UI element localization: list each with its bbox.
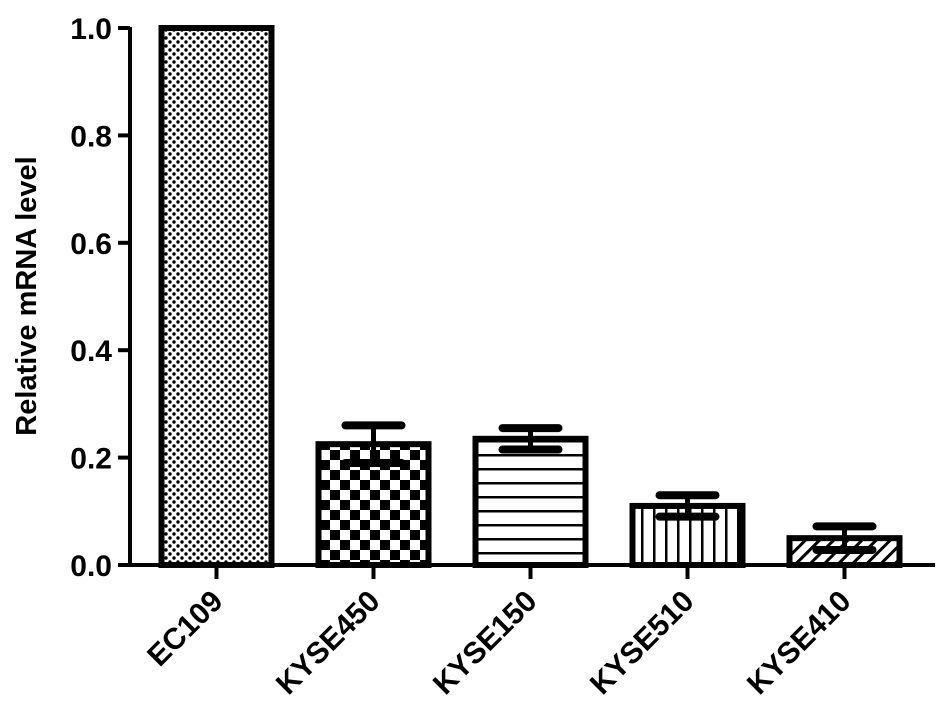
- y-tick-label: 0.4: [70, 335, 112, 368]
- y-tick-label: 0.6: [70, 228, 112, 261]
- y-tick-label: 0.2: [70, 443, 112, 476]
- y-axis-label: Relative mRNA level: [11, 156, 43, 435]
- x-tick-label: KYSE410: [741, 585, 857, 701]
- x-tick-label: KYSE510: [584, 585, 700, 701]
- bar-kyse150: [472, 435, 589, 568]
- y-tick-label: 0.8: [70, 120, 112, 153]
- x-tick-label: EC109: [141, 585, 229, 673]
- y-tick-label: 1.0: [70, 13, 112, 46]
- bar-ec109: [158, 25, 275, 568]
- x-tick-label: KYSE150: [427, 585, 543, 701]
- y-tick-label: 0.0: [70, 550, 112, 583]
- x-tick-label: KYSE450: [270, 585, 386, 701]
- bar-kyse510: [629, 502, 746, 568]
